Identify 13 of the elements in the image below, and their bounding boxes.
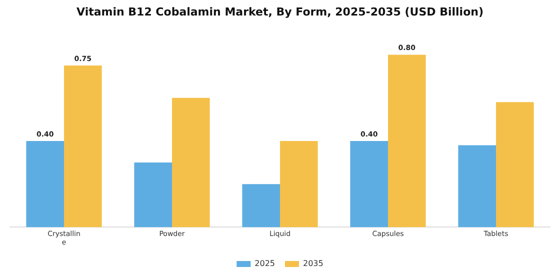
bar: [134, 162, 172, 228]
chart-title: Vitamin B12 Cobalamin Market, By Form, 2025-2035 (USD Billion): [76, 5, 484, 18]
bar: [64, 66, 102, 228]
bar: [496, 102, 534, 228]
bar: [172, 98, 210, 228]
legend-label: 2025: [254, 259, 275, 268]
bar: [388, 54, 426, 228]
bar: [458, 145, 496, 228]
bar: [26, 140, 64, 228]
bar: [280, 140, 318, 228]
bar: [350, 140, 388, 228]
legend-label: 2035: [303, 259, 324, 268]
bar: [242, 184, 280, 228]
